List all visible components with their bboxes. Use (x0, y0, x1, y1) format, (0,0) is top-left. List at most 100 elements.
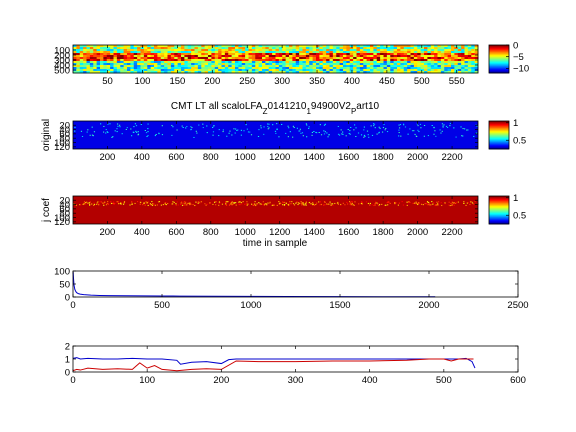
p3-heatmap-stripe-cell (323, 204, 325, 206)
p1-heatmap-cell (440, 51, 445, 54)
p1-heatmap-cell (326, 57, 330, 60)
p3-heatmap-stripe-cell (406, 201, 408, 203)
p1-heatmap-cell (160, 51, 165, 54)
p3-heatmap-stripe-cell (434, 204, 436, 207)
p1-heatmap-cell (427, 55, 432, 58)
p1-heatmap-cell (89, 53, 94, 56)
p1-heatmap-cell (272, 55, 276, 58)
p3-heatmap-stripe-cell (377, 203, 379, 205)
p2-heatmap-speckle (257, 135, 260, 137)
p1-heatmap-cell (292, 57, 297, 60)
p3-heatmap-stripe-cell (373, 204, 375, 207)
p1-heatmap-cell (248, 65, 253, 68)
p3-colorbar-step (489, 196, 509, 198)
p3-heatmap-stripe-cell (394, 203, 396, 205)
p1-heatmap-cell (268, 63, 273, 66)
p1-heatmap-cell (218, 69, 222, 72)
p2-xtick-label: 2200 (441, 152, 462, 163)
p3-heatmap-stripe-cell (200, 201, 203, 203)
p1-heatmap-cell (312, 61, 317, 64)
p1-heatmap-cell (265, 55, 270, 58)
p1-heatmap-cell (359, 69, 364, 72)
p1-heatmap-cell (177, 59, 182, 62)
p1-heatmap-cell (204, 53, 209, 56)
p1-heatmap-cell (113, 55, 118, 58)
p1-heatmap-cell (258, 57, 263, 60)
p1-heatmap-cell (305, 45, 310, 48)
p1-heatmap-cell (275, 67, 280, 70)
p3-heatmap-stripe-cell (463, 201, 465, 203)
p2-heatmap-speckle (119, 126, 121, 128)
p2-heatmap-speckle (323, 124, 326, 126)
p2-colorbar-step (489, 121, 509, 123)
p1-heatmap-cell (390, 61, 395, 64)
p1-heatmap-cell (167, 63, 172, 66)
p1-heatmap-cell (376, 47, 381, 50)
p1-heatmap-cell (400, 67, 405, 70)
p1-heatmap-cell (221, 45, 226, 48)
p1-heatmap-cell (197, 55, 202, 58)
p3-heatmap-stripe-cell (412, 202, 414, 204)
p1-heatmap-cell (262, 67, 266, 70)
p2-colorbar-step (489, 126, 509, 128)
p1-heatmap-cell (147, 71, 152, 74)
p2-heatmap-speckle (171, 124, 173, 126)
p3-heatmap-stripe-cell (451, 201, 453, 203)
p1-heatmap-cell (299, 59, 303, 62)
p1-heatmap-cell (474, 53, 479, 56)
p1-heatmap-cell (434, 71, 438, 74)
p1-heatmap-cell (305, 67, 310, 70)
p1-heatmap-cell (407, 61, 411, 64)
p5-xtick-label: 200 (213, 375, 229, 386)
p3-heatmap-stripe-cell (431, 201, 433, 203)
p3-heatmap-stripe-cell (319, 204, 321, 206)
p3-heatmap-stripe-cell (312, 203, 314, 205)
p1-heatmap-cell (295, 61, 300, 64)
p1-heatmap-cell (332, 49, 337, 52)
p3-heatmap-stripe-cell (441, 204, 443, 207)
p2-ylabel: original (41, 119, 52, 151)
p1-heatmap-cell (123, 59, 128, 62)
p1-heatmap-cell (221, 47, 226, 50)
p2-heatmap-speckle (449, 123, 452, 125)
p1-heatmap-cell (110, 69, 114, 72)
p1-heatmap-cell (464, 47, 469, 50)
p1-heatmap-cell (285, 67, 290, 70)
p1-heatmap-cell (447, 49, 452, 52)
p1-heatmap-cell (147, 57, 152, 60)
p1-heatmap-cell (332, 61, 337, 64)
p1-heatmap-cell (116, 49, 121, 52)
p1-heatmap-cell (424, 55, 428, 58)
p1-heatmap-cell (127, 47, 131, 50)
p1-heatmap-cell (218, 45, 222, 48)
p1-heatmap-cell (96, 53, 101, 56)
p3-heatmap-stripe-cell (298, 202, 300, 204)
p1-heatmap-cell (100, 57, 104, 60)
p1-heatmap-cell (241, 47, 246, 50)
p1-heatmap-cell (251, 57, 256, 60)
p1-heatmap-cell (224, 69, 229, 72)
p3-heatmap-stripe-cell (172, 203, 174, 205)
p3-heatmap-stripe-cell (301, 202, 303, 204)
p1-heatmap-cell (140, 47, 145, 50)
p3-heatmap-stripe-cell (106, 202, 108, 205)
p3-heatmap-stripe-cell (426, 201, 429, 203)
p3-heatmap-stripe-cell (150, 204, 152, 206)
p1-heatmap-cell (440, 71, 445, 74)
p3-heatmap-stripe-cell (310, 203, 312, 205)
p3-colorbar-step (489, 200, 509, 202)
p1-heatmap-cell (224, 55, 229, 58)
p1-heatmap-cell (147, 65, 152, 68)
p1-heatmap-cell (110, 65, 114, 68)
p1-heatmap-cell (278, 61, 283, 64)
p1-heatmap-cell (417, 71, 422, 74)
p1-heatmap-cell (464, 55, 469, 58)
p3-heatmap-stripe-cell (438, 201, 440, 203)
p1-heatmap-cell (285, 57, 290, 60)
p2-heatmap-speckle (292, 125, 295, 127)
p1-heatmap-cell (208, 71, 212, 74)
p1-heatmap-cell (154, 57, 158, 60)
p3-xtick-label: 400 (134, 227, 150, 238)
p1-heatmap-cell (302, 67, 307, 70)
p3-heatmap-stripe-cell (225, 204, 228, 206)
